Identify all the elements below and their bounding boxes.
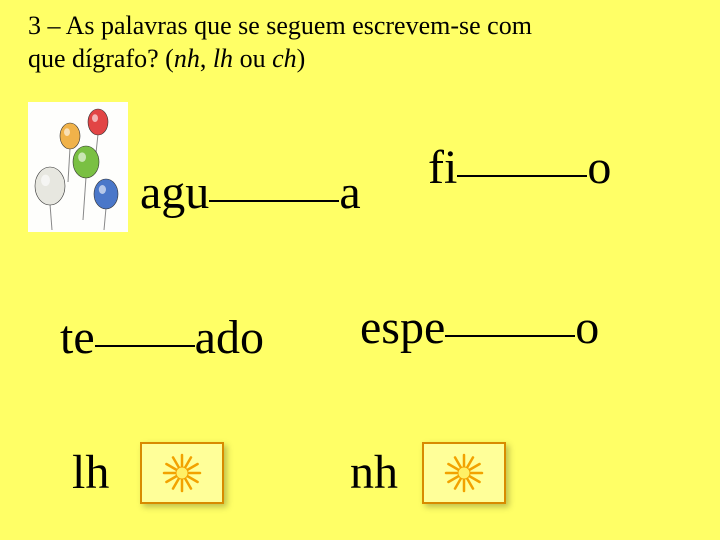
word-espeo: espe o xyxy=(360,300,599,355)
question-text: 3 – As palavras que se seguem escrevem-s… xyxy=(28,10,692,75)
question-opt-nh: nh xyxy=(174,44,200,73)
word-espeo-blank[interactable] xyxy=(445,333,575,337)
word-teado: te ado xyxy=(60,310,264,365)
question-sep2: ou xyxy=(233,44,272,73)
question-opt-ch: ch xyxy=(272,44,297,73)
word-espeo-pre: espe xyxy=(360,301,445,354)
answer-lh-box[interactable] xyxy=(140,442,224,504)
word-espeo-post: o xyxy=(575,301,599,354)
question-line1: 3 – As palavras que se seguem escrevem-s… xyxy=(28,11,532,40)
answer-lh-label: lh xyxy=(72,445,109,500)
word-teado-pre: te xyxy=(60,311,95,364)
word-teado-blank[interactable] xyxy=(95,343,195,347)
word-teado-post: ado xyxy=(195,311,264,364)
question-opt-lh: lh xyxy=(213,44,233,73)
word-fio-pre: fi xyxy=(428,141,457,194)
word-agua: agu a xyxy=(140,165,361,220)
balloons-image xyxy=(28,102,128,232)
answer-nh-label: nh xyxy=(350,445,398,500)
question-line2-post: ) xyxy=(297,44,306,73)
spark-icon xyxy=(160,453,204,493)
word-fio: fi o xyxy=(428,140,611,195)
slide: 3 – As palavras que se seguem escrevem-s… xyxy=(0,0,720,540)
word-fio-blank[interactable] xyxy=(457,173,587,177)
word-agua-pre: agu xyxy=(140,166,209,219)
spark-icon xyxy=(442,453,486,493)
answer-nh-box[interactable] xyxy=(422,442,506,504)
question-sep1: , xyxy=(200,44,213,73)
word-agua-blank[interactable] xyxy=(209,198,339,202)
question-line2-pre: que dígrafo? ( xyxy=(28,44,174,73)
word-fio-post: o xyxy=(587,141,611,194)
word-agua-post: a xyxy=(339,166,360,219)
